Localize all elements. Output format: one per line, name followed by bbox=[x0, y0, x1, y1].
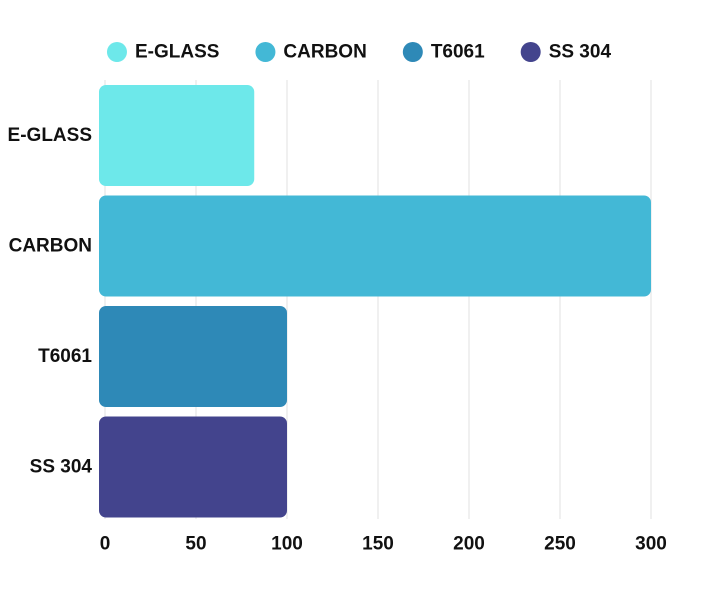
legend-label-ss-304: SS 304 bbox=[549, 42, 612, 63]
tick-label-300: 300 bbox=[635, 534, 667, 555]
bar-ss-304 bbox=[99, 416, 287, 518]
tick-label-150: 150 bbox=[362, 534, 394, 555]
category-label-carbon: CARBON bbox=[9, 236, 92, 257]
bar-carbon bbox=[99, 195, 651, 297]
category-label-e-glass: E-GLASS bbox=[8, 125, 92, 146]
category-axis-labels: E-GLASS CARBON T6061 SS 304 bbox=[8, 125, 93, 478]
chart-legend: E-GLASS CARBON T6061 SS 304 bbox=[106, 42, 612, 63]
tick-label-200: 200 bbox=[453, 534, 485, 555]
legend-swatch-t6061 bbox=[402, 42, 423, 62]
legend-label-carbon: CARBON bbox=[283, 42, 366, 63]
bar-t6061 bbox=[99, 306, 287, 407]
value-axis-labels: 0 50 100 150 200 250 300 bbox=[100, 534, 667, 555]
bar-e-glass bbox=[99, 85, 255, 186]
category-label-t6061: T6061 bbox=[38, 346, 92, 367]
legend-swatch-e-glass bbox=[106, 42, 127, 62]
tick-label-0: 0 bbox=[100, 534, 111, 555]
legend-label-t6061: T6061 bbox=[431, 42, 485, 63]
chart-bars bbox=[99, 85, 651, 518]
legend-item-carbon: CARBON bbox=[255, 42, 367, 63]
legend-swatch-ss-304 bbox=[520, 42, 541, 62]
legend-item-e-glass: E-GLASS bbox=[106, 42, 219, 63]
tick-label-250: 250 bbox=[544, 534, 576, 555]
legend-item-t6061: T6061 bbox=[402, 42, 485, 63]
tick-label-100: 100 bbox=[271, 534, 303, 555]
tick-label-50: 50 bbox=[185, 534, 206, 555]
legend-item-ss-304: SS 304 bbox=[520, 42, 612, 63]
category-label-ss-304: SS 304 bbox=[30, 457, 93, 478]
legend-swatch-carbon bbox=[255, 42, 276, 62]
legend-label-e-glass: E-GLASS bbox=[135, 42, 219, 63]
